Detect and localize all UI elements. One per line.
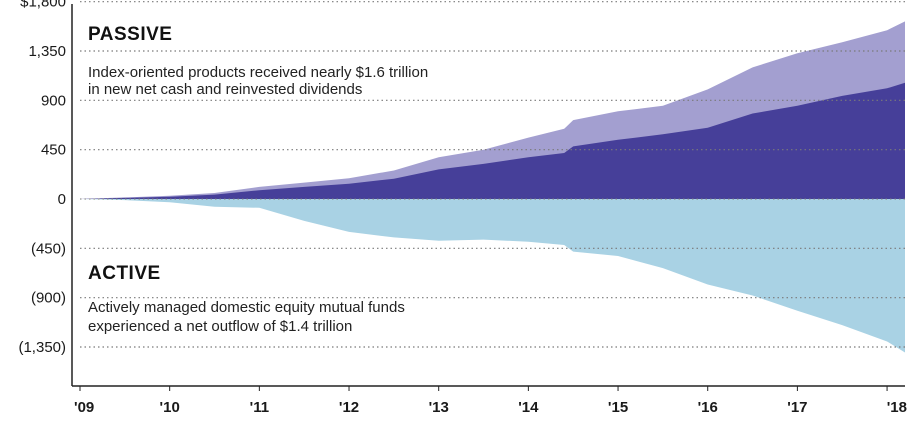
passive-note-line1: Index-oriented products received nearly …	[88, 64, 428, 81]
y-tick-label: $1,800	[20, 0, 66, 11]
x-tick-label: '13	[429, 399, 449, 416]
x-tick-label: '16	[698, 399, 718, 416]
passive-note-line2: in new net cash and reinvested dividends	[88, 81, 362, 98]
passive-title: PASSIVE	[88, 24, 172, 45]
y-tick-label: (450)	[31, 240, 66, 257]
area-layer	[80, 21, 905, 353]
active-title: ACTIVE	[88, 263, 161, 284]
x-tick-label: '17	[787, 399, 807, 416]
x-tick-label: '15	[608, 399, 628, 416]
y-tick-label: 0	[58, 191, 66, 208]
y-tick-label: 450	[41, 142, 66, 159]
active-note-line2: experienced a net outflow of $1.4 trilli…	[88, 318, 352, 335]
y-tick-label: (900)	[31, 290, 66, 307]
active-area	[80, 199, 905, 353]
y-tick-label: 900	[41, 92, 66, 109]
x-tick-label: '10	[160, 399, 180, 416]
x-tick-label: '12	[339, 399, 359, 416]
active-note-line1: Actively managed domestic equity mutual …	[88, 299, 405, 316]
x-tick-label: '09	[74, 399, 94, 416]
x-tick-label: '18	[887, 399, 907, 416]
x-tick-label: '14	[518, 399, 539, 416]
x-tick-label: '11	[250, 399, 269, 416]
passive-inner-area	[80, 82, 905, 199]
y-tick-label: (1,350)	[18, 339, 66, 356]
label-layer: $1,800 1,350 900 450 0 (450) (900) (1,350) '09 '1…	[18, 0, 907, 416]
y-tick-label: 1,350	[28, 43, 66, 60]
axis-layer	[71, 4, 905, 391]
